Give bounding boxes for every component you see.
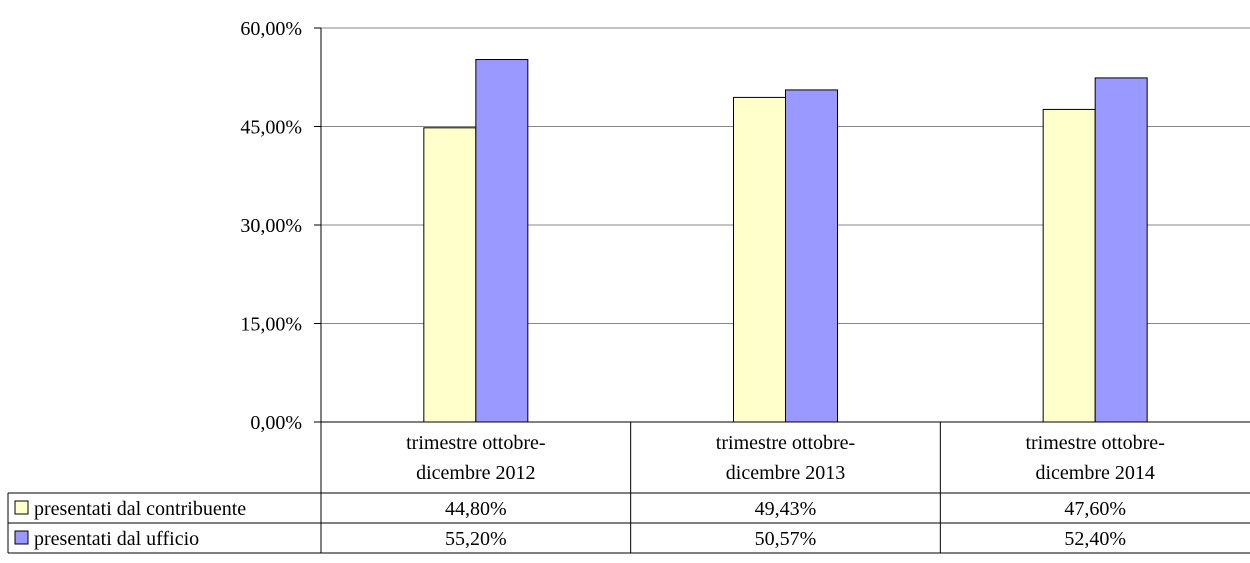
legend-series-name: presentati dal ufficio — [34, 528, 199, 550]
table-cell-value: 52,40% — [1064, 528, 1126, 550]
legend-key — [14, 530, 29, 545]
bars — [423, 59, 1148, 423]
x-category-label: trimestre ottobre- — [716, 432, 855, 454]
y-tick-label: 45,00% — [240, 117, 302, 139]
y-tick-label: 30,00% — [240, 215, 302, 237]
x-category-label: dicembre 2012 — [416, 462, 535, 484]
table-cell-value: 49,43% — [755, 498, 817, 520]
x-category-label: trimestre ottobre- — [406, 432, 545, 454]
bar-contribuente — [423, 127, 477, 423]
x-category-label: dicembre 2014 — [1035, 462, 1154, 484]
x-category-label: trimestre ottobre- — [1025, 432, 1164, 454]
table-cell-value: 47,60% — [1064, 498, 1126, 520]
table-cell-value: 44,80% — [445, 498, 507, 520]
table-cell-value: 50,57% — [755, 528, 817, 550]
bar-ufficio — [1094, 77, 1148, 423]
legend-key — [14, 500, 29, 515]
bar-contribuente — [733, 96, 786, 423]
bar-ufficio — [785, 89, 838, 423]
y-tick-label: 60,00% — [240, 18, 302, 40]
y-axis-ticks: 0,00% 15,00% 30,00% 45,00% 60,00% — [240, 18, 321, 434]
legend-series-name: presentati dal contribuente — [34, 498, 246, 520]
y-tick-label: 15,00% — [240, 314, 302, 336]
y-tick-label: 0,00% — [250, 412, 302, 434]
axes — [320, 28, 1250, 553]
x-category-label: dicembre 2013 — [726, 462, 845, 484]
data-table: trimestre ottobre-dicembre 2012 trimestre… — [7, 422, 1250, 554]
bar-ufficio — [475, 59, 529, 423]
table-cell-value: 55,20% — [445, 528, 507, 550]
bar-contribuente — [1042, 108, 1096, 423]
